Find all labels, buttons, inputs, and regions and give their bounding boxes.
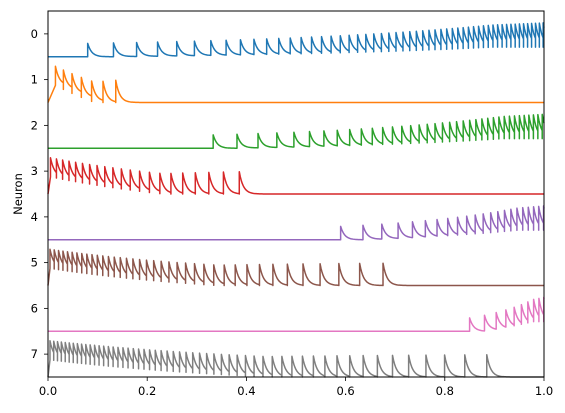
series-trace-neuron-3 xyxy=(47,157,544,195)
series-trace-neuron-7 xyxy=(47,340,544,378)
plot-frame xyxy=(47,10,545,378)
trace-layer xyxy=(47,22,545,378)
y-tick-label: 1 xyxy=(31,73,38,87)
series-trace-neuron-4 xyxy=(48,205,545,241)
series-trace-neuron-2 xyxy=(48,113,545,149)
y-tick-label: 6 xyxy=(31,301,38,315)
y-tick-label: 2 xyxy=(31,118,38,132)
y-tick-label: 4 xyxy=(31,210,38,224)
x-tick-label: 0.2 xyxy=(138,384,156,398)
series-trace-neuron-6 xyxy=(48,296,545,332)
y-axis-ticks: 0 1 2 3 4 5 6 7 xyxy=(31,27,48,361)
y-tick-label: 3 xyxy=(31,164,38,178)
x-axis-ticks: 0.0 0.2 0.4 0.6 0.8 1.0 xyxy=(39,377,553,398)
x-tick-label: 0.6 xyxy=(336,384,354,398)
series-trace-neuron-5 xyxy=(47,248,544,287)
x-tick-label: 0.8 xyxy=(436,384,454,398)
y-tick-label: 0 xyxy=(31,27,38,41)
x-tick-label: 1.0 xyxy=(535,384,553,398)
y-tick-label: 5 xyxy=(31,256,38,270)
x-tick-label: 0.4 xyxy=(237,384,255,398)
x-tick-label: 0.0 xyxy=(39,384,57,398)
series-trace-neuron-0 xyxy=(48,22,545,58)
y-axis-label: Neuron xyxy=(11,173,25,215)
y-tick-label: 7 xyxy=(31,347,38,361)
series-trace-neuron-1 xyxy=(47,65,544,104)
